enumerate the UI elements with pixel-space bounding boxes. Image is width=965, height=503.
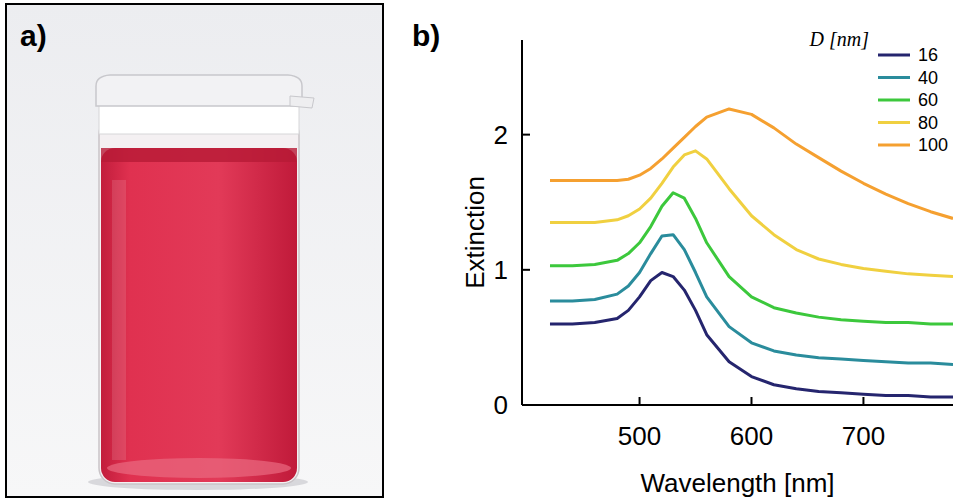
- legend-swatch: [878, 121, 910, 124]
- y-tick: [522, 269, 530, 271]
- legend-title: D [nm]: [809, 28, 869, 50]
- vial-cap: [96, 75, 302, 106]
- x-axis-line: [522, 404, 953, 406]
- x-tick: [750, 397, 752, 405]
- glass-highlight: [112, 180, 126, 460]
- liquid-meniscus: [101, 148, 297, 162]
- panel-label: a): [20, 19, 47, 52]
- panel-a: [6, 4, 383, 497]
- x-tick-label: 600: [730, 421, 773, 451]
- series-line: [550, 109, 953, 219]
- legend: D [nm] 16 4060 80100: [809, 28, 949, 155]
- legend-label: 80: [918, 113, 938, 133]
- y-axis-title: Extinction: [460, 176, 490, 289]
- legend-label: 60: [918, 90, 938, 110]
- legend-label: 100: [918, 135, 948, 155]
- legend-swatch: [878, 54, 910, 57]
- figure: a) b) 500 600 700 0 1 2 Wavelength [nm] Extinctio…: [0, 0, 965, 503]
- vial-neck: [99, 104, 299, 134]
- y-tick-label: 1: [494, 255, 508, 285]
- axes: 500 600 700 0 1 2: [494, 40, 953, 451]
- x-tick-label: 700: [842, 421, 885, 451]
- legend-swatch: [878, 76, 910, 79]
- x-tick: [862, 397, 864, 405]
- series-line: [550, 235, 953, 365]
- series-line: [550, 193, 953, 324]
- series-lines: [550, 109, 953, 397]
- photo-frame: [6, 4, 383, 497]
- y-tick-label: 2: [494, 120, 508, 150]
- legend-label: 40: [918, 68, 938, 88]
- y-axis-line: [521, 40, 523, 405]
- x-tick: [639, 397, 641, 405]
- y-tick-label: 0: [494, 390, 508, 420]
- series-line: [550, 151, 953, 277]
- legend-swatch: [878, 144, 910, 147]
- legend-label: 16: [918, 45, 938, 65]
- x-axis-title: Wavelength [nm]: [640, 468, 834, 498]
- panel-label: b): [412, 19, 440, 52]
- vial-liquid: [101, 148, 297, 482]
- series-line: [550, 273, 953, 397]
- vial-glass: [99, 118, 299, 484]
- vial-bottom: [107, 458, 291, 478]
- legend-swatch: [878, 99, 910, 102]
- y-tick: [522, 134, 530, 136]
- cap-tab: [290, 96, 314, 108]
- y-tick: [522, 404, 530, 406]
- x-tick-label: 500: [618, 421, 661, 451]
